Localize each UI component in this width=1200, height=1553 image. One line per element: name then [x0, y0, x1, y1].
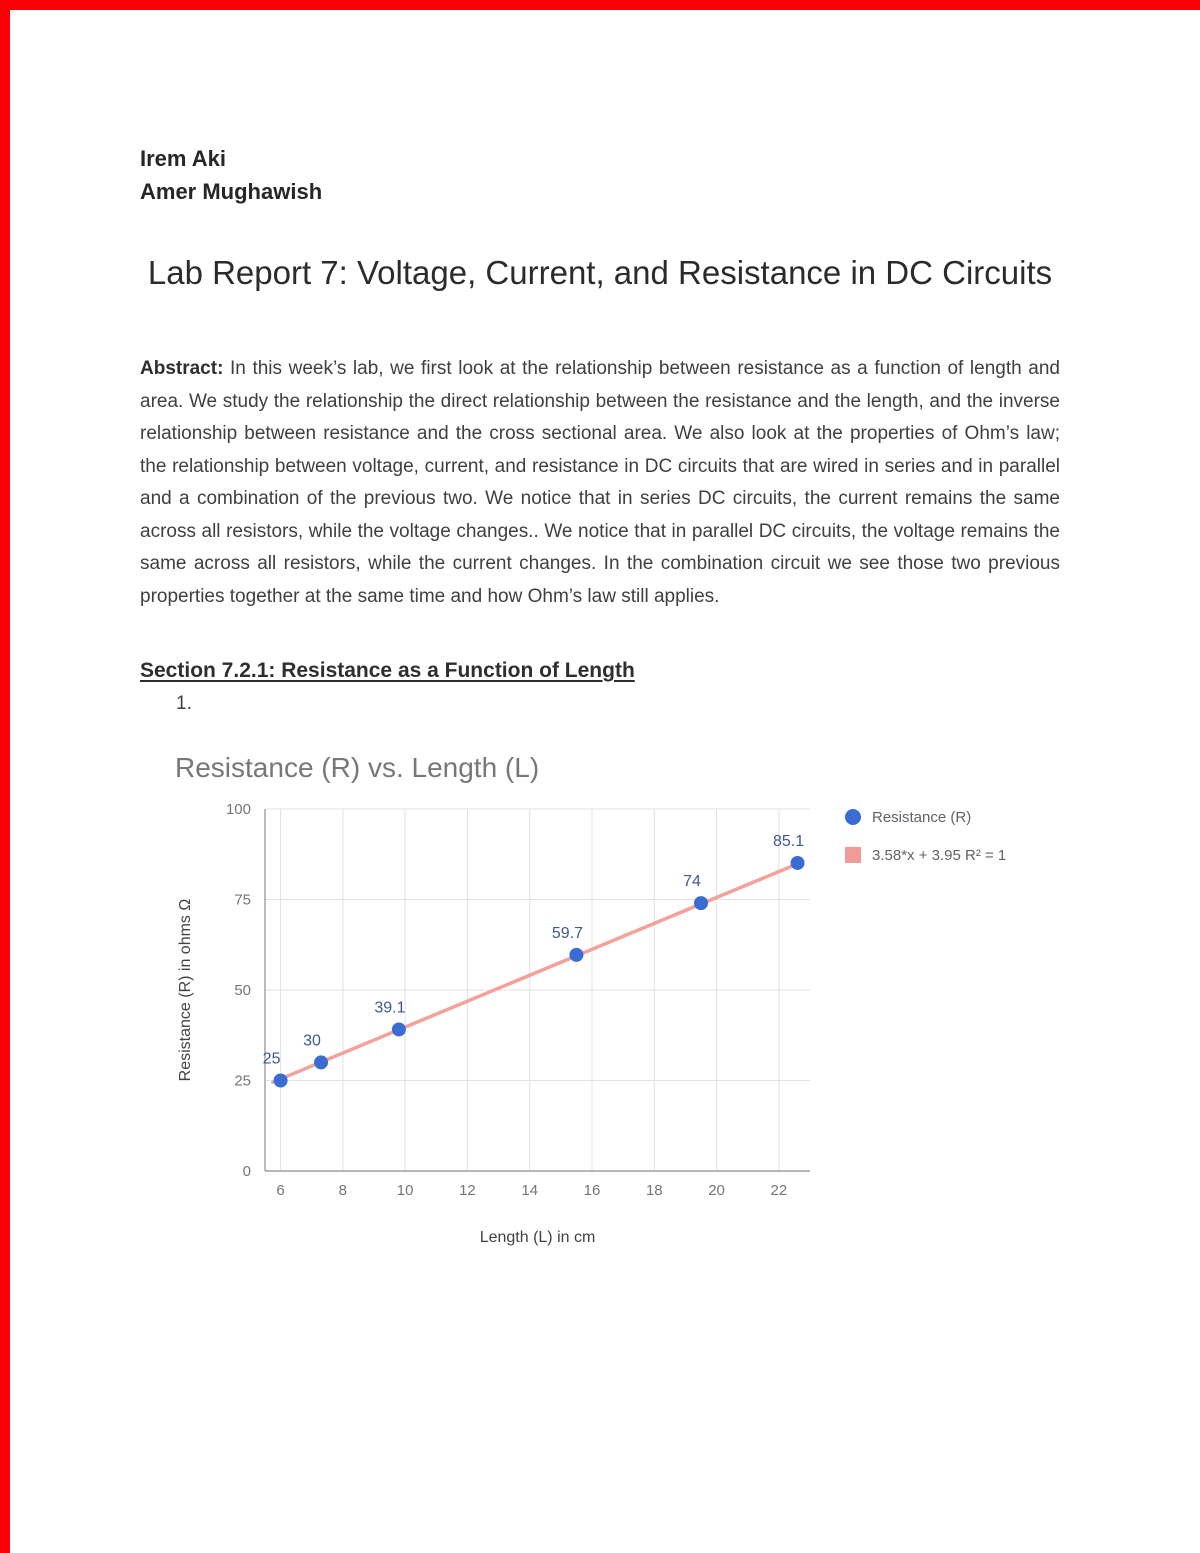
data-point-label: 25 [263, 1051, 281, 1068]
list-item-number: 1. [176, 693, 192, 714]
resistance-vs-length-chart: Resistance (R) vs. Length (L) 0 25 50 75 100 6… [140, 737, 1060, 1282]
data-point [569, 947, 584, 962]
y-tick-label: 25 [234, 1073, 251, 1090]
data-point-label: 85.1 [773, 833, 804, 850]
data-point [391, 1022, 406, 1037]
author-block: Irem Aki Amer Mughawish [140, 142, 1060, 208]
x-tick-label: 22 [771, 1182, 788, 1199]
page-edge-left [0, 0, 10, 1553]
x-tick-label: 16 [584, 1182, 601, 1199]
x-tick-label: 10 [397, 1182, 414, 1199]
y-tick-label: 100 [226, 801, 251, 818]
x-tick-label: 6 [276, 1182, 284, 1199]
x-tick-label: 14 [521, 1182, 538, 1199]
page-edge-top [0, 0, 1200, 10]
legend-marker-square [845, 847, 861, 863]
x-tick-label: 20 [708, 1182, 725, 1199]
data-point-label: 59.7 [552, 925, 583, 942]
y-axis-title: Resistance (R) in ohms Ω [177, 899, 194, 1082]
author-line: Amer Mughawish [140, 179, 323, 204]
legend-label: 3.58*x + 3.95 R² = 1 [872, 847, 1006, 864]
y-tick-label: 0 [243, 1163, 251, 1180]
y-tick-label: 50 [234, 982, 251, 999]
x-tick-label: 8 [339, 1182, 347, 1199]
x-axis-title: Length (L) in cm [480, 1229, 596, 1246]
abstract-paragraph: Abstract: In this week’s lab, we first l… [140, 353, 1060, 613]
legend-label: Resistance (R) [872, 809, 971, 826]
author-line: Irem Aki [140, 146, 227, 171]
data-point [273, 1073, 288, 1088]
data-point-label: 30 [303, 1032, 321, 1049]
data-point [790, 855, 805, 870]
trend-line [271, 860, 804, 1084]
data-point-label: 74 [683, 873, 701, 890]
legend-marker-circle [845, 809, 861, 825]
data-point [314, 1055, 329, 1070]
chart-svg: Resistance (R) vs. Length (L) 0 25 50 75 100 6… [175, 752, 1006, 1246]
x-tick-label: 12 [459, 1182, 476, 1199]
abstract-text: In this week’s lab, we first look at the… [140, 358, 1060, 607]
document: Irem Aki Amer Mughawish Lab Report 7: Vo… [140, 142, 1060, 1282]
data-point-label: 39.1 [374, 999, 405, 1016]
data-point [694, 896, 708, 911]
y-tick-label: 75 [234, 892, 251, 909]
section-heading: Section 7.2.1: Resistance as a Function … [140, 659, 635, 682]
page-title: Lab Report 7: Voltage, Current, and Resi… [147, 254, 1053, 291]
chart-title: Resistance (R) vs. Length (L) [175, 752, 539, 783]
abstract-label: Abstract: [140, 358, 224, 379]
x-tick-label: 18 [646, 1182, 663, 1199]
